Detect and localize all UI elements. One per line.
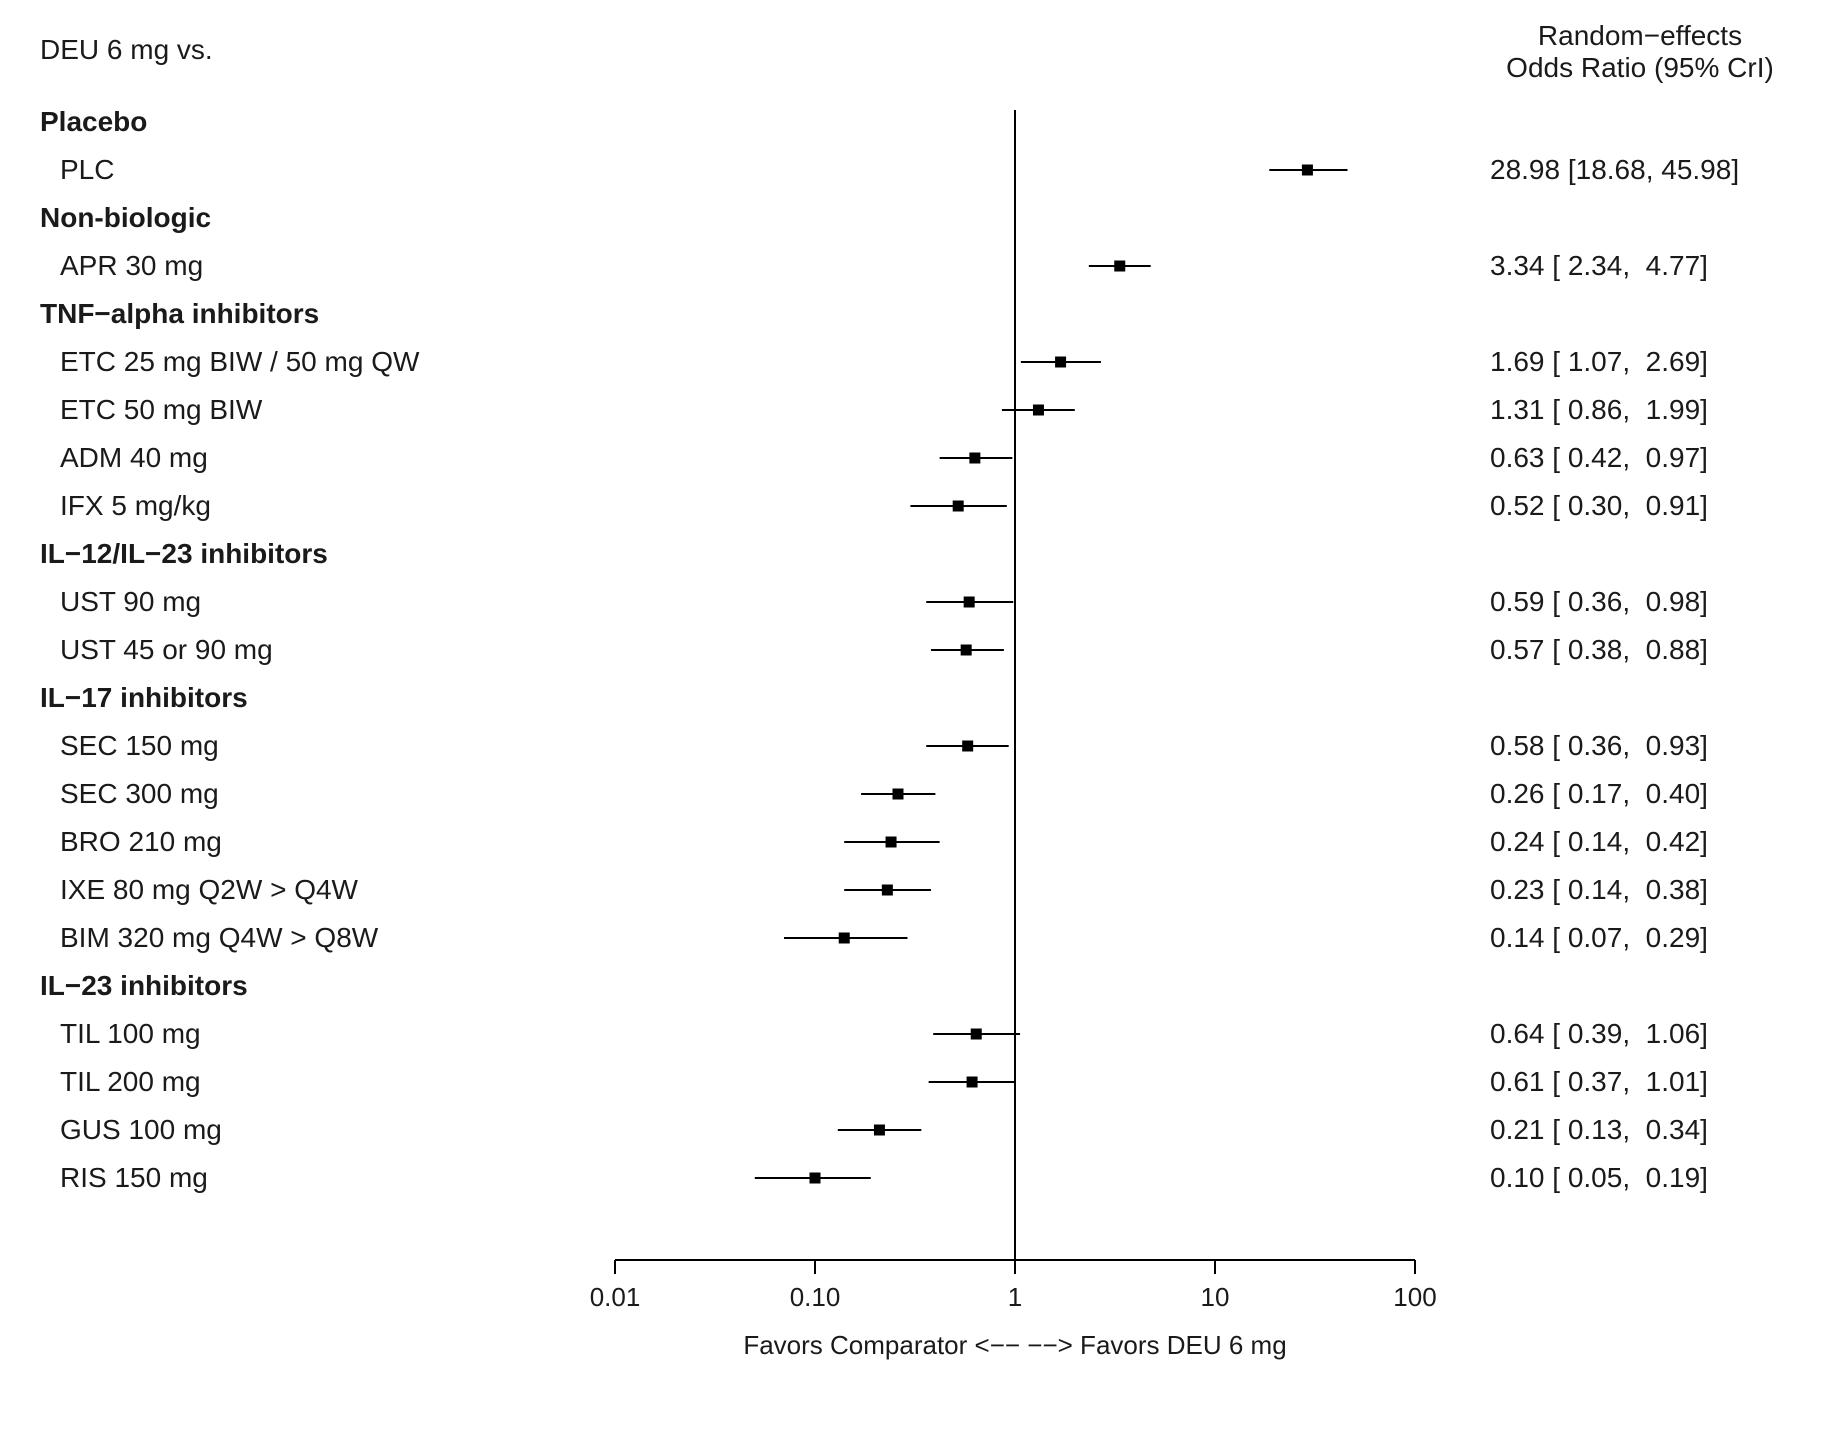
- row-label: BIM 320 mg Q4W > Q8W: [60, 922, 378, 954]
- row-stat: 0.23 [ 0.14, 0.38]: [1490, 874, 1708, 906]
- x-tick-label: 10: [1201, 1282, 1230, 1313]
- row-stat: 0.63 [ 0.42, 0.97]: [1490, 442, 1708, 474]
- point-marker: [961, 645, 972, 656]
- point-marker: [971, 1029, 982, 1040]
- point-marker: [886, 837, 897, 848]
- row-stat: 3.34 [ 2.34, 4.77]: [1490, 250, 1708, 282]
- row-label: SEC 150 mg: [60, 730, 219, 762]
- forest-plot-svg: [0, 0, 1830, 1437]
- row-stat: 0.64 [ 0.39, 1.06]: [1490, 1018, 1708, 1050]
- point-marker: [1114, 261, 1125, 272]
- point-marker: [1055, 357, 1066, 368]
- row-label: ETC 25 mg BIW / 50 mg QW: [60, 346, 419, 378]
- row-stat: 28.98 [18.68, 45.98]: [1490, 154, 1739, 186]
- row-label: RIS 150 mg: [60, 1162, 208, 1194]
- point-marker: [967, 1077, 978, 1088]
- point-marker: [969, 453, 980, 464]
- row-stat: 0.26 [ 0.17, 0.40]: [1490, 778, 1708, 810]
- row-stat: 1.31 [ 0.86, 1.99]: [1490, 394, 1708, 426]
- group-header: Non-biologic: [40, 202, 211, 234]
- row-stat: 0.57 [ 0.38, 0.88]: [1490, 634, 1708, 666]
- point-marker: [882, 885, 893, 896]
- point-marker: [1033, 405, 1044, 416]
- point-marker: [839, 933, 850, 944]
- point-marker: [953, 501, 964, 512]
- group-header: IL−12/IL−23 inhibitors: [40, 538, 328, 570]
- point-marker: [964, 597, 975, 608]
- row-stat: 0.14 [ 0.07, 0.29]: [1490, 922, 1708, 954]
- group-header: IL−17 inhibitors: [40, 682, 248, 714]
- row-stat: 1.69 [ 1.07, 2.69]: [1490, 346, 1708, 378]
- row-stat: 0.24 [ 0.14, 0.42]: [1490, 826, 1708, 858]
- group-header: Placebo: [40, 106, 147, 138]
- axis-caption: Favors Comparator <−− −−> Favors DEU 6 m…: [615, 1330, 1415, 1361]
- row-label: GUS 100 mg: [60, 1114, 222, 1146]
- row-label: IXE 80 mg Q2W > Q4W: [60, 874, 358, 906]
- row-stat: 0.21 [ 0.13, 0.34]: [1490, 1114, 1708, 1146]
- row-label: PLC: [60, 154, 114, 186]
- row-label: ETC 50 mg BIW: [60, 394, 262, 426]
- row-label: TIL 100 mg: [60, 1018, 201, 1050]
- group-header: IL−23 inhibitors: [40, 970, 248, 1002]
- forest-plot: DEU 6 mg vs.Random−effectsOdds Ratio (95…: [0, 0, 1830, 1437]
- row-stat: 0.52 [ 0.30, 0.91]: [1490, 490, 1708, 522]
- row-label: IFX 5 mg/kg: [60, 490, 211, 522]
- x-tick-label: 1: [1008, 1282, 1022, 1313]
- point-marker: [962, 741, 973, 752]
- point-marker: [1302, 165, 1313, 176]
- row-stat: 0.10 [ 0.05, 0.19]: [1490, 1162, 1708, 1194]
- row-label: BRO 210 mg: [60, 826, 222, 858]
- row-label: UST 45 or 90 mg: [60, 634, 273, 666]
- row-label: TIL 200 mg: [60, 1066, 201, 1098]
- row-stat: 0.61 [ 0.37, 1.01]: [1490, 1066, 1708, 1098]
- point-marker: [892, 789, 903, 800]
- row-stat: 0.58 [ 0.36, 0.93]: [1490, 730, 1708, 762]
- row-label: UST 90 mg: [60, 586, 201, 618]
- row-label: ADM 40 mg: [60, 442, 208, 474]
- row-label: SEC 300 mg: [60, 778, 219, 810]
- row-stat: 0.59 [ 0.36, 0.98]: [1490, 586, 1708, 618]
- point-marker: [810, 1173, 821, 1184]
- x-tick-label: 0.10: [790, 1282, 841, 1313]
- x-tick-label: 100: [1393, 1282, 1436, 1313]
- x-tick-label: 0.01: [590, 1282, 641, 1313]
- row-label: APR 30 mg: [60, 250, 203, 282]
- point-marker: [874, 1125, 885, 1136]
- group-header: TNF−alpha inhibitors: [40, 298, 319, 330]
